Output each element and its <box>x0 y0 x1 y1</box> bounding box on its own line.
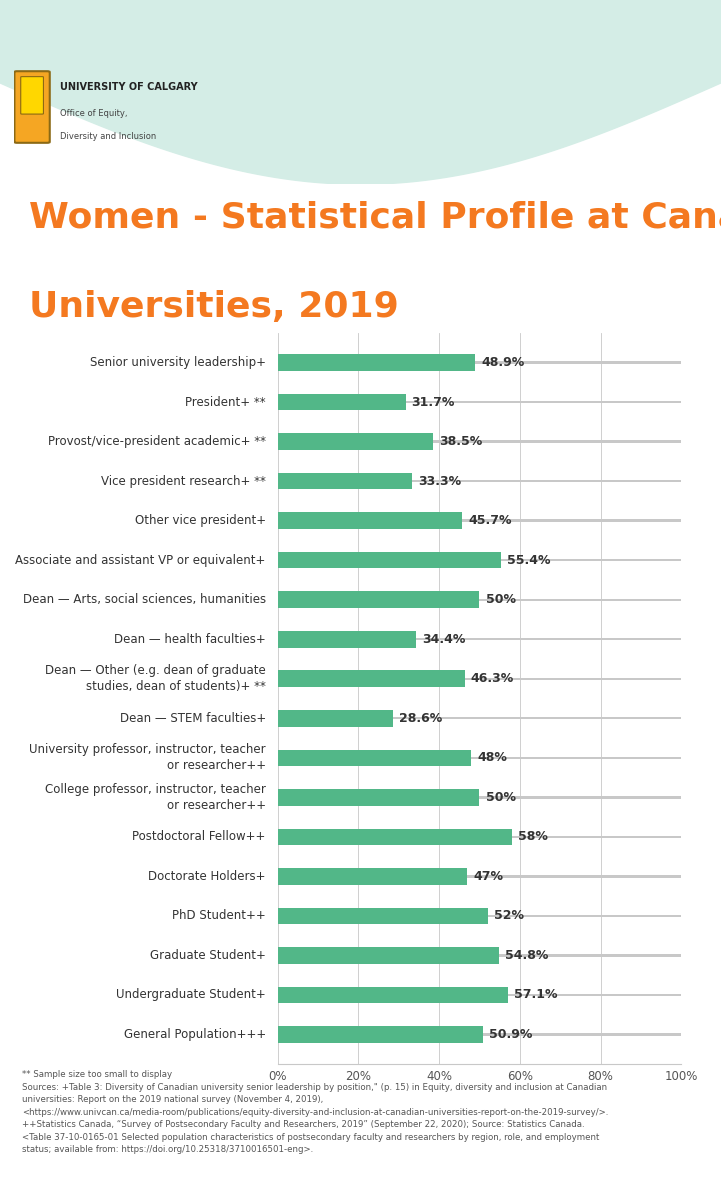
Text: 50.9%: 50.9% <box>489 1028 533 1042</box>
Text: 58%: 58% <box>518 830 548 843</box>
Text: Undergraduate Student+: Undergraduate Student+ <box>116 988 266 1001</box>
Bar <box>278 354 475 371</box>
Bar <box>278 756 681 759</box>
Bar <box>278 955 681 957</box>
Bar <box>278 671 464 687</box>
Text: Associate and assistant VP or equivalent+: Associate and assistant VP or equivalent… <box>15 554 266 567</box>
Text: 48.9%: 48.9% <box>481 356 524 369</box>
Text: UNIVERSITY OF CALGARY: UNIVERSITY OF CALGARY <box>60 82 198 92</box>
Text: 48%: 48% <box>477 751 508 765</box>
FancyBboxPatch shape <box>21 76 43 114</box>
Bar <box>278 394 406 410</box>
FancyBboxPatch shape <box>14 71 50 143</box>
Text: College professor, instructor, teacher
or researcher++: College professor, instructor, teacher o… <box>45 782 266 812</box>
Bar <box>278 512 462 529</box>
Text: President+ **: President+ ** <box>185 396 266 409</box>
Bar <box>278 552 501 568</box>
Bar <box>278 473 412 490</box>
Bar <box>278 631 417 648</box>
Text: 54.8%: 54.8% <box>505 949 548 962</box>
Bar <box>278 875 681 877</box>
Text: Dean — Arts, social sciences, humanities: Dean — Arts, social sciences, humanities <box>22 593 266 606</box>
Bar <box>278 710 393 726</box>
Bar <box>278 361 681 364</box>
Text: 38.5%: 38.5% <box>439 435 482 448</box>
Text: Doctorate Holders+: Doctorate Holders+ <box>149 870 266 883</box>
Text: Dean — Other (e.g. dean of graduate
studies, dean of students)+ **: Dean — Other (e.g. dean of graduate stud… <box>45 665 266 693</box>
Text: 55.4%: 55.4% <box>508 554 551 567</box>
Text: Postdoctoral Fellow++: Postdoctoral Fellow++ <box>133 830 266 843</box>
Bar <box>278 797 681 799</box>
Text: 47%: 47% <box>474 870 503 883</box>
Text: Dean — health faculties+: Dean — health faculties+ <box>114 633 266 646</box>
Text: University professor, instructor, teacher
or researcher++: University professor, instructor, teache… <box>29 743 266 773</box>
Bar <box>278 598 681 600</box>
Bar <box>278 520 681 522</box>
Bar <box>278 591 479 608</box>
Bar <box>278 678 681 680</box>
Text: 46.3%: 46.3% <box>471 672 514 685</box>
Bar <box>278 829 512 845</box>
Text: Other vice president+: Other vice president+ <box>135 514 266 527</box>
Text: 28.6%: 28.6% <box>399 712 443 725</box>
Text: Office of Equity,: Office of Equity, <box>60 108 128 118</box>
Text: 50%: 50% <box>485 791 516 804</box>
Text: Senior university leadership+: Senior university leadership+ <box>89 356 266 369</box>
Text: ** Sample size too small to display
Sources: +Table 3: Diversity of Canadian uni: ** Sample size too small to display Sour… <box>22 1070 608 1155</box>
Bar <box>278 1026 483 1043</box>
Bar <box>278 987 508 1004</box>
Text: General Population+++: General Population+++ <box>123 1028 266 1042</box>
Bar <box>278 994 681 996</box>
Bar <box>278 948 499 964</box>
Text: Provost/vice-president academic+ **: Provost/vice-president academic+ ** <box>48 435 266 448</box>
Text: Dean — STEM faculties+: Dean — STEM faculties+ <box>120 712 266 725</box>
Bar <box>278 836 681 838</box>
Bar <box>278 401 681 403</box>
Bar <box>278 914 681 917</box>
Bar <box>278 433 433 449</box>
Text: 45.7%: 45.7% <box>468 514 512 527</box>
Text: Vice president research+ **: Vice president research+ ** <box>101 474 266 487</box>
Bar <box>278 907 487 924</box>
Text: 52%: 52% <box>494 910 523 923</box>
Bar <box>278 749 472 766</box>
Text: 33.3%: 33.3% <box>418 474 461 487</box>
Text: Women - Statistical Profile at Canadian: Women - Statistical Profile at Canadian <box>29 201 721 234</box>
Text: Graduate Student+: Graduate Student+ <box>150 949 266 962</box>
Bar <box>278 717 681 719</box>
Bar <box>278 480 681 483</box>
Bar <box>278 440 681 442</box>
Text: 57.1%: 57.1% <box>514 988 557 1001</box>
Polygon shape <box>0 0 721 184</box>
Text: 50%: 50% <box>485 593 516 606</box>
Text: PhD Student++: PhD Student++ <box>172 910 266 923</box>
Bar <box>278 789 479 806</box>
Text: 34.4%: 34.4% <box>423 633 466 646</box>
Bar <box>278 559 681 561</box>
Text: Diversity and Inclusion: Diversity and Inclusion <box>60 132 156 141</box>
Bar <box>278 638 681 641</box>
Bar <box>278 868 467 885</box>
Text: Universities, 2019: Universities, 2019 <box>29 290 399 323</box>
Bar <box>278 1033 681 1036</box>
Text: 31.7%: 31.7% <box>412 396 455 409</box>
